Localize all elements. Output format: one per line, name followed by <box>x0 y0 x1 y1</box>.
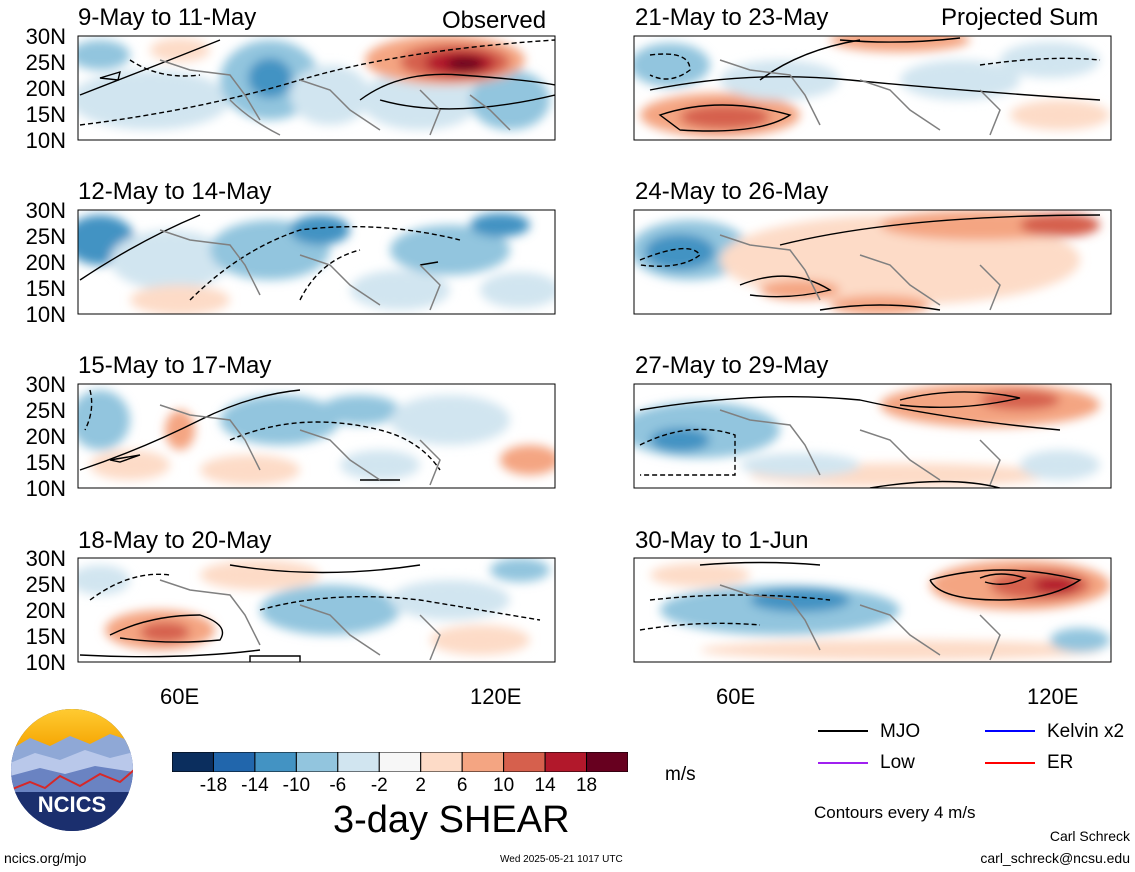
logo-text: NCICS <box>38 792 106 817</box>
lat-label: 20N <box>25 424 66 449</box>
lat-label: 15N <box>25 450 66 475</box>
colorbar-swatch <box>503 752 546 772</box>
legend-line-low <box>818 762 868 764</box>
colorbar-swatch <box>295 752 339 772</box>
lat-label: 30N <box>25 24 66 49</box>
lat-label: 15N <box>25 276 66 301</box>
timestamp: Wed 2025-05-21 1017 UTC <box>500 854 623 865</box>
colorbar-tick-label: -2 <box>370 775 388 796</box>
map-panel-2 <box>78 210 555 314</box>
lat-label: 10N <box>25 650 66 675</box>
lat-label: 10N <box>25 476 66 501</box>
author-email[interactable]: carl_schreck@ncsu.edu <box>980 850 1130 866</box>
footer-link[interactable]: ncics.org/mjo <box>4 850 87 866</box>
colorbar-swatch <box>254 752 297 772</box>
lat-label: 25N <box>25 398 66 423</box>
legend-label: MJO <box>880 721 921 742</box>
legend-label: Kelvin x2 <box>1047 721 1125 742</box>
map-panels <box>77 35 1112 663</box>
lon-label: 120E <box>1027 684 1079 709</box>
map-panel-1 <box>78 36 555 140</box>
colorbar-tick-label: 14 <box>534 775 556 796</box>
map-panel-7 <box>634 384 1111 488</box>
map-panel-3 <box>78 384 555 488</box>
lat-label: 15N <box>25 102 66 127</box>
lat-label: 30N <box>25 372 66 397</box>
panel-title: 12-May to 14-May <box>78 178 272 205</box>
panel-title: 30-May to 1-Jun <box>635 527 809 554</box>
legend-line-er <box>985 762 1035 764</box>
lat-label: 25N <box>25 572 66 597</box>
panel-title: 18-May to 20-May <box>78 527 272 554</box>
lat-label: 30N <box>25 198 66 223</box>
lon-label: 120E <box>470 684 522 709</box>
lon-label: 60E <box>160 684 200 709</box>
colorbar-swatch <box>461 752 505 772</box>
colorbar-tick-label: 10 <box>493 775 515 796</box>
lat-label: 10N <box>25 302 66 327</box>
lat-label: 20N <box>25 598 66 623</box>
legend-line-mjo <box>818 730 868 732</box>
ncics-logo: NCICS <box>10 708 134 832</box>
map-panel-5 <box>634 36 1111 140</box>
colorbar-tick-label: 6 <box>456 775 468 796</box>
colorbar-swatch <box>420 752 463 772</box>
colorbar-tick-label: 18 <box>575 775 598 796</box>
observed-label: Observed <box>442 7 547 34</box>
panel-title: 21-May to 23-May <box>635 4 829 31</box>
colorbar-tick-label: -10 <box>282 775 311 796</box>
colorbar-swatch <box>337 752 380 772</box>
map-panel-4 <box>78 558 555 662</box>
legend-label: ER <box>1047 752 1074 773</box>
panel-title: 27-May to 29-May <box>635 352 829 379</box>
legend-line-kelvin <box>985 730 1035 732</box>
colorbar-tick-label: -18 <box>199 775 228 796</box>
lat-label: 25N <box>25 224 66 249</box>
lat-label: 25N <box>25 50 66 75</box>
contours-note: Contours every 4 m/s <box>814 803 976 822</box>
lat-label: 20N <box>25 250 66 275</box>
colorbar-tick-label: 2 <box>415 775 426 796</box>
lat-label: 30N <box>25 546 66 571</box>
colorbar-title: 3-day SHEAR <box>333 799 570 841</box>
panel-title: 24-May to 26-May <box>635 178 829 205</box>
colorbar-swatch <box>586 752 628 772</box>
legend-label: Low <box>880 752 915 773</box>
panel-title: 9-May to 11-May <box>78 4 257 31</box>
colorbar-units: m/s <box>665 764 696 785</box>
author-name: Carl Schreck <box>1049 828 1130 844</box>
lat-label: 10N <box>25 128 66 153</box>
colorbar-tick-label: -6 <box>329 775 347 796</box>
lon-label: 60E <box>716 684 756 709</box>
colorbar-swatch <box>172 752 214 772</box>
panel-title: 15-May to 17-May <box>78 352 272 379</box>
colorbar-ticks: -18 -14 -10 -6 -2 2 6 10 14 18 <box>172 776 628 796</box>
colorbar <box>172 752 628 772</box>
lat-label: 20N <box>25 76 66 101</box>
colorbar-swatch <box>378 752 422 772</box>
lat-label: 15N <box>25 624 66 649</box>
map-panel-6 <box>634 210 1111 314</box>
map-panel-8 <box>634 558 1111 662</box>
colorbar-swatch <box>212 752 256 772</box>
colorbar-swatch <box>544 752 588 772</box>
projected-label: Projected Sum <box>941 4 1099 31</box>
colorbar-tick-label: -14 <box>241 775 269 796</box>
